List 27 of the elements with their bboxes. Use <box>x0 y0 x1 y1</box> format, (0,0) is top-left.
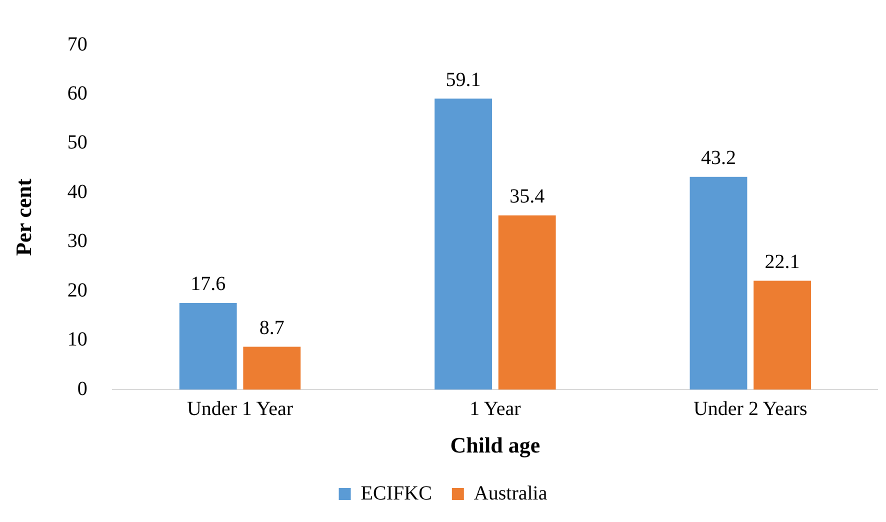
data-label: 22.1 <box>764 251 800 274</box>
bar <box>243 346 301 390</box>
bar <box>498 215 556 390</box>
data-label: 8.7 <box>259 317 284 340</box>
bar <box>434 98 492 390</box>
data-label: 59.1 <box>446 68 481 91</box>
x-tick-label: 1 Year <box>470 398 522 420</box>
bar <box>690 176 748 390</box>
x-tick-label: Under 2 Years <box>693 398 808 420</box>
x-tick-label: Under 1 Year <box>186 398 294 420</box>
y-tick-label: 20 <box>67 279 88 302</box>
x-axis-title: Child age <box>450 432 540 458</box>
data-label: 43.2 <box>701 147 736 170</box>
y-axis-title: Per cent <box>10 178 36 256</box>
y-tick-label: 40 <box>67 180 88 203</box>
y-tick-label: 0 <box>77 378 88 400</box>
y-tick-label: 10 <box>67 328 88 351</box>
data-label: 17.6 <box>190 273 226 296</box>
legend-label: ECIFKC <box>360 482 432 504</box>
bar <box>179 302 237 390</box>
legend-label: Australia <box>474 482 548 504</box>
y-tick-label: 70 <box>67 33 88 56</box>
y-tick-label: 60 <box>67 82 88 104</box>
bar <box>754 280 812 390</box>
y-tick-label: 30 <box>67 230 88 252</box>
y-tick-label: 50 <box>67 132 88 154</box>
data-label: 35.4 <box>510 186 545 208</box>
